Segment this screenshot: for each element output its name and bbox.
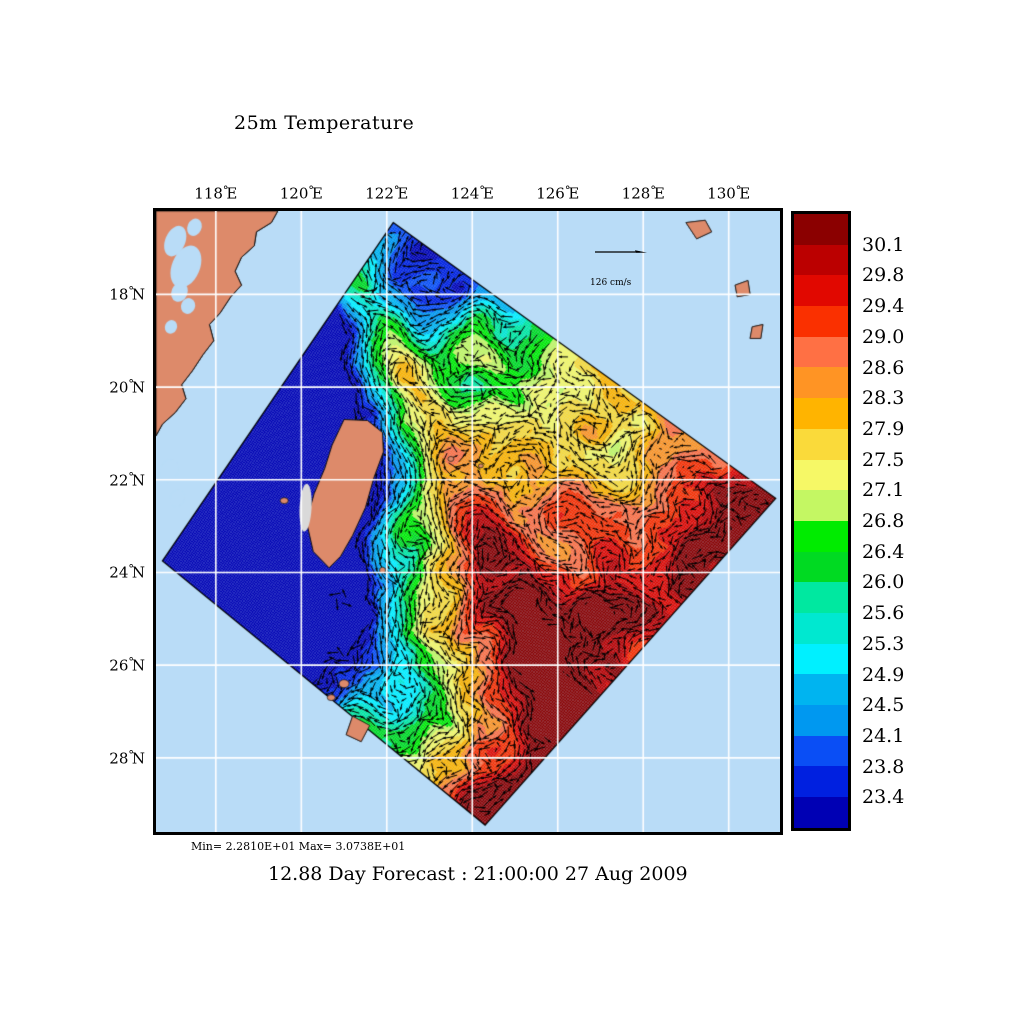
colorbar	[791, 211, 851, 831]
colorbar-tick-labels: 30.1 29.8 29.4 29.0 28.6 28.3 27.9 27.5 27.1 26.8…	[862, 211, 952, 831]
colorbar-band	[794, 428, 848, 460]
forecast-timestamp: 12.88 Day Forecast : 21:00:00 27 Aug 200…	[268, 863, 688, 885]
colorbar-tick-label: 27.1	[862, 479, 905, 502]
colorbar-band	[794, 582, 848, 613]
lon-tick-130: 130°E	[707, 184, 751, 203]
page-title: 25m Temperature	[234, 112, 415, 134]
lat-tick-26: 26°N	[109, 655, 145, 675]
colorbar-band	[794, 306, 848, 337]
temperature-field-canvas	[156, 211, 780, 832]
colorbar-tick-label: 30.1	[862, 233, 905, 256]
lon-tick-118: 118°E	[194, 184, 238, 203]
colorbar-band	[794, 459, 848, 491]
colorbar-tick-label: 27.9	[862, 417, 905, 440]
lat-tick-24: 24°N	[109, 563, 145, 582]
colorbar-tick-label: 28.3	[862, 387, 905, 410]
colorbar-tick-label: 24.9	[862, 663, 905, 686]
lon-tick-124: 124°E	[450, 184, 494, 203]
lon-tick-128: 128°E	[621, 184, 665, 203]
colorbar-tick-label: 24.1	[862, 724, 905, 747]
lat-tick-18: 18°N	[109, 285, 145, 304]
vector-scale-key: 126 cm/s	[590, 240, 705, 300]
colorbar-band	[794, 398, 848, 429]
colorbar-tick-label: 29.4	[862, 295, 905, 318]
colorbar-tick-label: 26.8	[862, 510, 905, 532]
lon-tick-126: 126°E	[536, 184, 580, 203]
colorbar-band	[794, 735, 848, 767]
vector-scale-label: 126 cm/s	[590, 278, 632, 288]
colorbar-band	[794, 520, 848, 552]
lon-tick-120: 120°E	[279, 184, 323, 203]
colorbar-band	[794, 275, 848, 307]
minmax-annotation: Min= 2.2810E+01 Max= 3.0738E+01	[191, 840, 406, 853]
colorbar-tick-label: 25.6	[862, 602, 905, 625]
lat-tick-28: 28°N	[109, 748, 145, 768]
colorbar-band	[794, 674, 848, 705]
colorbar-tick-label: 23.4	[862, 786, 905, 809]
lat-tick-20: 20°N	[109, 377, 145, 397]
colorbar-tick-label: 29.0	[862, 325, 905, 348]
reference-arrow-icon	[595, 250, 647, 253]
colorbar-tick-label: 28.6	[862, 356, 905, 379]
colorbar-tick-label: 26.0	[862, 571, 905, 594]
colorbar-band	[794, 797, 848, 828]
colorbar-tick-label: 24.5	[862, 694, 905, 717]
colorbar-tick-label: 25.3	[862, 632, 905, 655]
colorbar-band	[794, 244, 848, 276]
colorbar-tick-label: 23.8	[862, 755, 905, 778]
lon-tick-122: 122°E	[365, 184, 409, 203]
colorbar-band	[794, 490, 848, 521]
colorbar-band	[794, 367, 848, 399]
colorbar-tick-label: 26.4	[862, 540, 905, 563]
lat-tick-22: 22°N	[109, 470, 145, 490]
colorbar-band	[794, 643, 848, 675]
colorbar-band	[794, 336, 848, 368]
colorbar-band	[794, 551, 848, 583]
colorbar-tick-label: 29.8	[862, 264, 905, 287]
colorbar-band	[794, 766, 848, 798]
map-plot-area	[153, 208, 783, 835]
colorbar-band	[794, 705, 848, 736]
colorbar-band	[794, 612, 848, 644]
colorbar-tick-label: 27.5	[862, 448, 905, 471]
colorbar-band	[794, 214, 848, 245]
